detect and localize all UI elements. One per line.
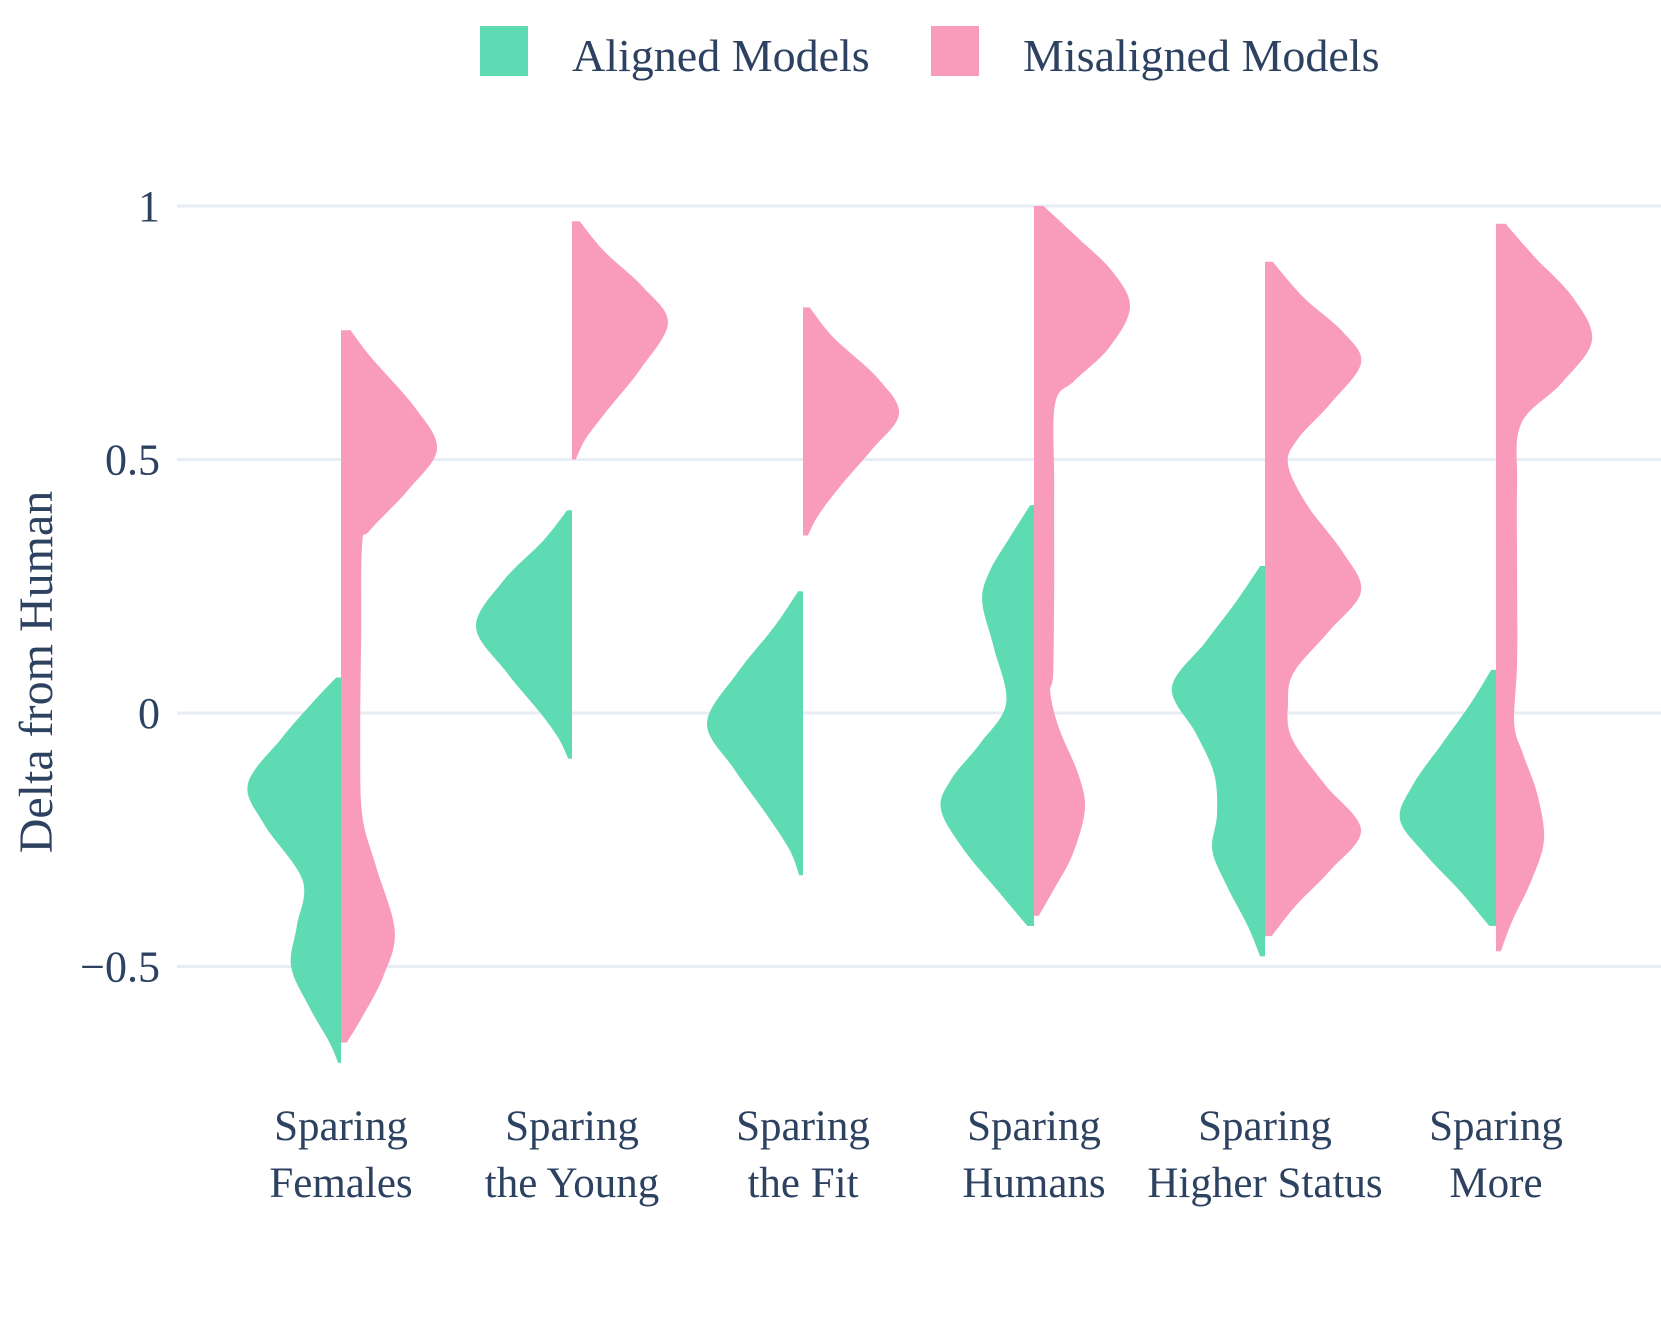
- x-tick-line1: Sparing: [736, 1103, 870, 1150]
- y-tick-labels-group: 1 0.5 0 −0.5: [80, 182, 160, 992]
- legend-swatch-aligned[interactable]: [480, 26, 528, 76]
- x-tick-label-sparing-higher-status: Sparing Higher Status: [1147, 1103, 1382, 1207]
- legend-label-aligned[interactable]: Aligned Models: [572, 30, 870, 81]
- x-tick-line1: Sparing: [505, 1103, 639, 1150]
- y-tick-label-−0.5: −0.5: [80, 943, 160, 992]
- x-tick-line2: Females: [269, 1160, 412, 1207]
- x-tick-line1: Sparing: [967, 1103, 1101, 1150]
- x-tick-line2: the Young: [485, 1160, 659, 1207]
- y-tick-label-0.5: 0.5: [105, 436, 160, 485]
- legend-entry-aligned[interactable]: Aligned Models: [480, 26, 870, 81]
- violin-aligned-sparing-females[interactable]: [247, 677, 341, 1063]
- violin-misaligned-sparing-the-fit[interactable]: [803, 307, 900, 536]
- violin-aligned-sparing-humans[interactable]: [940, 505, 1034, 926]
- y-tick-label-1: 1: [138, 182, 160, 231]
- y-axis-title: Delta from Human: [10, 491, 63, 854]
- violin-misaligned-sparing-higher-status[interactable]: [1265, 261, 1362, 937]
- x-tick-line1: Sparing: [274, 1103, 408, 1150]
- x-tick-label-sparing-the-young: Sparing the Young: [485, 1103, 659, 1207]
- x-tick-label-sparing-more: Sparing More: [1429, 1103, 1563, 1207]
- violin-misaligned-sparing-humans[interactable]: [1034, 206, 1131, 916]
- legend-swatch-misaligned[interactable]: [931, 26, 979, 76]
- x-tick-line2: Higher Status: [1147, 1160, 1382, 1207]
- x-tick-line2: Humans: [962, 1160, 1105, 1207]
- x-tick-line1: Sparing: [1429, 1103, 1563, 1150]
- legend-label-misaligned[interactable]: Misaligned Models: [1023, 30, 1379, 81]
- y-tick-label-0: 0: [138, 689, 160, 738]
- violin-misaligned-sparing-more[interactable]: [1496, 223, 1593, 952]
- legend-entry-misaligned[interactable]: Misaligned Models: [931, 26, 1379, 81]
- violins-group: [247, 206, 1593, 1063]
- violin-misaligned-sparing-the-young[interactable]: [572, 221, 669, 460]
- x-tick-line2: More: [1449, 1160, 1542, 1207]
- violin-aligned-sparing-the-young[interactable]: [475, 510, 572, 759]
- x-tick-line2: the Fit: [747, 1160, 858, 1207]
- violin-aligned-sparing-more[interactable]: [1399, 669, 1496, 926]
- x-tick-label-sparing-the-fit: Sparing the Fit: [736, 1103, 870, 1207]
- x-tick-label-sparing-females: Sparing Females: [269, 1103, 412, 1207]
- violin-misaligned-sparing-females[interactable]: [341, 330, 438, 1043]
- x-tick-labels-group: Sparing Females Sparing the Young Sparing the…: [269, 1103, 1563, 1207]
- x-tick-line1: Sparing: [1198, 1103, 1332, 1150]
- legend: Aligned Models Misaligned Models: [480, 26, 1379, 81]
- violin-aligned-sparing-higher-status[interactable]: [1171, 565, 1265, 957]
- violin-aligned-sparing-the-fit[interactable]: [706, 591, 803, 876]
- x-tick-label-sparing-humans: Sparing Humans: [962, 1103, 1105, 1207]
